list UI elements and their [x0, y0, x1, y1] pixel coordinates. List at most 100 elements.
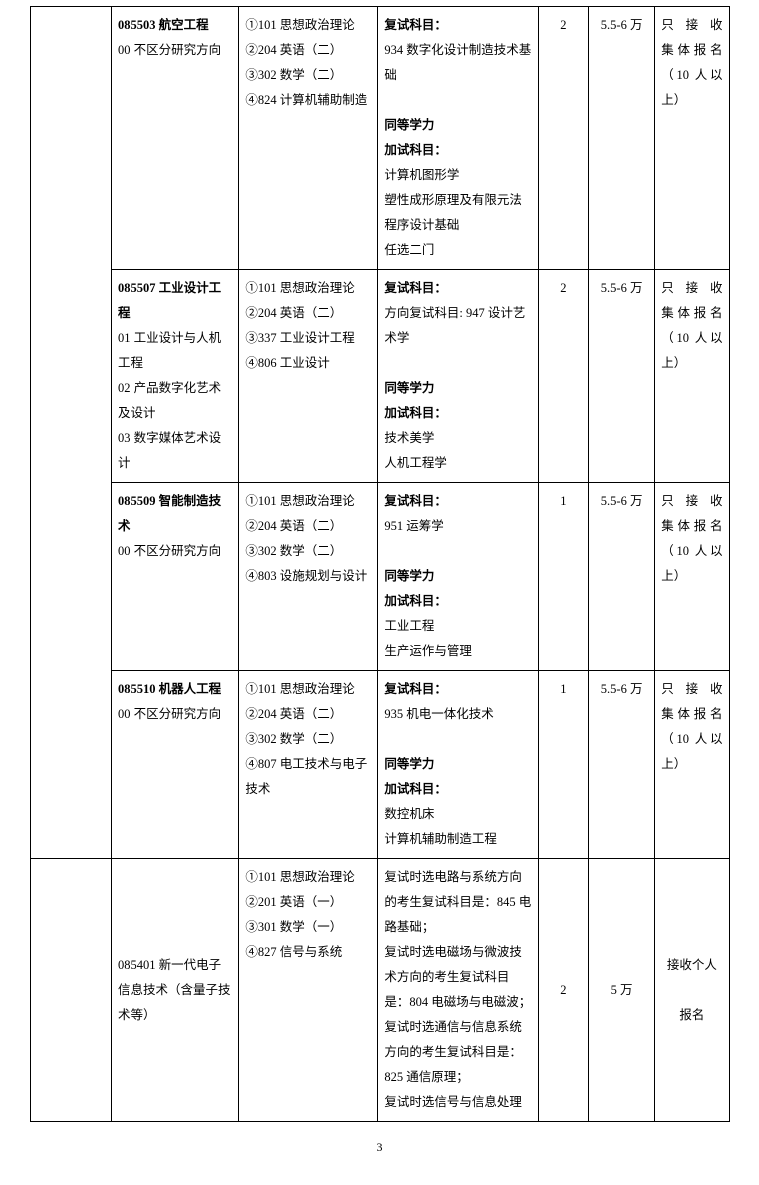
- equiv-heading: 同等学力: [384, 376, 531, 401]
- major-code: 085507: [118, 281, 156, 295]
- extra-heading: 加试科目：: [384, 401, 531, 426]
- exam-subject: ②204 英语（二）: [245, 301, 371, 326]
- table-row: 085509 智能制造技术 00 不区分研究方向 ①101 思想政治理论 ②20…: [30, 483, 729, 671]
- exam-subject: ④824 计算机辅助制造: [245, 88, 371, 113]
- exam-subject: ④807 电工技术与电子技术: [245, 752, 371, 802]
- note-cell: 只 接 收 集体报名 （10 人以 上）: [655, 270, 729, 483]
- quota-cell: 2: [538, 270, 588, 483]
- exam-cell: ①101 思想政治理论 ②201 英语（一） ③301 数学（一） ④827 信…: [239, 859, 378, 1122]
- extra-subject: 数控机床: [384, 802, 531, 827]
- equiv-heading: 同等学力: [384, 564, 531, 589]
- exam-subject: ④806 工业设计: [245, 351, 371, 376]
- extra-subject: 程序设计基础: [384, 213, 531, 238]
- major-name: 航空工程: [159, 18, 209, 32]
- note-cell: 接收个人 报名: [655, 859, 729, 1122]
- extra-subject: 塑性成形原理及有限元法: [384, 188, 531, 213]
- retest-text: 复试时选电路与系统方向的考生复试科目是：845 电路基础；: [384, 865, 531, 940]
- major-cell: 085509 智能制造技术 00 不区分研究方向: [112, 483, 239, 671]
- retest-heading: 复试科目：: [384, 489, 531, 514]
- exam-subject: ①101 思想政治理论: [245, 276, 371, 301]
- retest-text: 复试时选信号与信息处理: [384, 1090, 531, 1115]
- exam-subject: ④827 信号与系统: [245, 940, 371, 965]
- retest-subject: 方向复试科目: 947 设计艺术学: [384, 301, 531, 351]
- extra-subject: 人机工程学: [384, 451, 531, 476]
- major-code: 085401: [118, 958, 156, 972]
- equiv-heading: 同等学力: [384, 752, 531, 777]
- exam-subject: ③302 数学（二）: [245, 539, 371, 564]
- note-line: 接收个人: [661, 953, 722, 978]
- extra-heading: 加试科目：: [384, 138, 531, 163]
- exam-cell: ①101 思想政治理论 ②204 英语（二） ③302 数学（二） ④803 设…: [239, 483, 378, 671]
- major-cell: 085401 新一代电子信息技术（含量子技术等）: [112, 859, 239, 1122]
- note-line: （10 人以: [661, 727, 722, 752]
- retest-cell: 复试科目： 934 数字化设计制造技术基础 同等学力 加试科目： 计算机图形学 …: [378, 7, 538, 270]
- exam-subject: ②201 英语（一）: [245, 890, 371, 915]
- blank-cell: [30, 7, 112, 859]
- table-row: 085503 航空工程 00 不区分研究方向 ①101 思想政治理论 ②204 …: [30, 7, 729, 270]
- note-line: （10 人以: [661, 539, 722, 564]
- retest-heading: 复试科目：: [384, 677, 531, 702]
- fee-cell: 5.5-6 万: [588, 7, 654, 270]
- major-name: 机器人工程: [159, 682, 222, 696]
- direction: 00 不区分研究方向: [118, 43, 221, 57]
- note-line: 上）: [661, 88, 722, 113]
- exam-subject: ②204 英语（二）: [245, 514, 371, 539]
- exam-subject: ②204 英语（二）: [245, 38, 371, 63]
- note-line: （10 人以: [661, 326, 722, 351]
- exam-subject: ①101 思想政治理论: [245, 13, 371, 38]
- exam-subject: ②204 英语（二）: [245, 702, 371, 727]
- note-line: 上）: [661, 564, 722, 589]
- fee-cell: 5.5-6 万: [588, 270, 654, 483]
- exam-subject: ③301 数学（一）: [245, 915, 371, 940]
- retest-cell: 复试时选电路与系统方向的考生复试科目是：845 电路基础； 复试时选电磁场与微波…: [378, 859, 538, 1122]
- equiv-heading: 同等学力: [384, 113, 531, 138]
- extra-subject: 工业工程: [384, 614, 531, 639]
- retest-subject: 951 运筹学: [384, 514, 531, 539]
- exam-cell: ①101 思想政治理论 ②204 英语（二） ③337 工业设计工程 ④806 …: [239, 270, 378, 483]
- major-cell: 085503 航空工程 00 不区分研究方向: [112, 7, 239, 270]
- retest-heading: 复试科目：: [384, 13, 531, 38]
- prospectus-table: 085503 航空工程 00 不区分研究方向 ①101 思想政治理论 ②204 …: [30, 6, 730, 1122]
- note-line: 只 接 收: [661, 677, 722, 702]
- note-line: 集体报名: [661, 514, 722, 539]
- direction: 03 数字媒体艺术设计: [118, 431, 221, 470]
- note-cell: 只 接 收 集体报名 （10 人以 上）: [655, 671, 729, 859]
- exam-cell: ①101 思想政治理论 ②204 英语（二） ③302 数学（二） ④824 计…: [239, 7, 378, 270]
- exam-subject: ①101 思想政治理论: [245, 489, 371, 514]
- page: 085503 航空工程 00 不区分研究方向 ①101 思想政治理论 ②204 …: [0, 0, 759, 1185]
- table-row: 085507 工业设计工程 01 工业设计与人机工程 02 产品数字化艺术及设计…: [30, 270, 729, 483]
- retest-cell: 复试科目： 方向复试科目: 947 设计艺术学 同等学力 加试科目： 技术美学 …: [378, 270, 538, 483]
- retest-cell: 复试科目： 935 机电一体化技术 同等学力 加试科目： 数控机床 计算机辅助制…: [378, 671, 538, 859]
- note-cell: 只 接 收 集体报名 （10 人以 上）: [655, 483, 729, 671]
- quota-cell: 1: [538, 671, 588, 859]
- direction: 02 产品数字化艺术及设计: [118, 381, 221, 420]
- table-row: 085401 新一代电子信息技术（含量子技术等） ①101 思想政治理论 ②20…: [30, 859, 729, 1122]
- exam-cell: ①101 思想政治理论 ②204 英语（二） ③302 数学（二） ④807 电…: [239, 671, 378, 859]
- quota-cell: 2: [538, 7, 588, 270]
- note-cell: 只 接 收 集体报名 （10 人以 上）: [655, 7, 729, 270]
- note-line: 只 接 收: [661, 276, 722, 301]
- fee-cell: 5.5-6 万: [588, 483, 654, 671]
- note-line: 只 接 收: [661, 489, 722, 514]
- extra-subject: 技术美学: [384, 426, 531, 451]
- major-cell: 085507 工业设计工程 01 工业设计与人机工程 02 产品数字化艺术及设计…: [112, 270, 239, 483]
- table-row: 085510 机器人工程 00 不区分研究方向 ①101 思想政治理论 ②204…: [30, 671, 729, 859]
- exam-subject: ①101 思想政治理论: [245, 677, 371, 702]
- major-code: 085510: [118, 682, 156, 696]
- direction: 00 不区分研究方向: [118, 544, 221, 558]
- note-line: 报名: [661, 1003, 722, 1028]
- major-code: 085503: [118, 18, 156, 32]
- exam-subject: ③302 数学（二）: [245, 63, 371, 88]
- blank-cell: [30, 859, 112, 1122]
- page-number: 3: [0, 1140, 759, 1155]
- exam-subject: ①101 思想政治理论: [245, 865, 371, 890]
- extra-subject: 任选二门: [384, 238, 531, 263]
- retest-cell: 复试科目： 951 运筹学 同等学力 加试科目： 工业工程 生产运作与管理: [378, 483, 538, 671]
- retest-subject: 934 数字化设计制造技术基础: [384, 38, 531, 88]
- fee-cell: 5.5-6 万: [588, 671, 654, 859]
- extra-heading: 加试科目：: [384, 589, 531, 614]
- exam-subject: ③337 工业设计工程: [245, 326, 371, 351]
- note-line: （10 人以: [661, 63, 722, 88]
- note-line: 集体报名: [661, 702, 722, 727]
- note-line: 上）: [661, 351, 722, 376]
